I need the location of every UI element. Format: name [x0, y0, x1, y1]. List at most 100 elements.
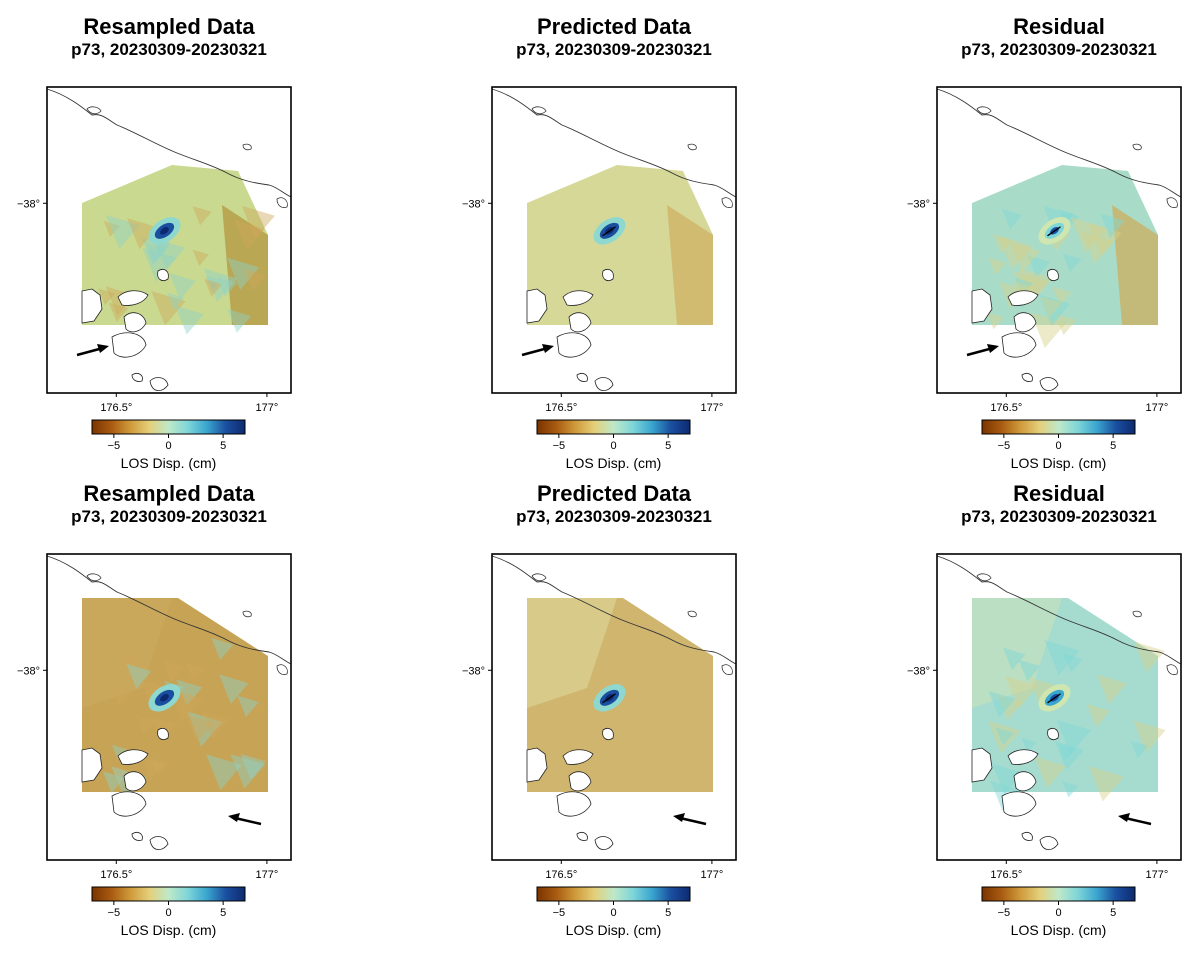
mesh-triangle: [176, 679, 203, 706]
mesh-triangle: [141, 756, 165, 780]
mesh-triangle: [126, 663, 152, 689]
mesh-triangle: [1027, 255, 1051, 278]
colorbar-tick-label: 0: [165, 440, 171, 452]
lon-tick-label: 176.5°: [545, 869, 577, 881]
mesh-triangle: [201, 710, 230, 739]
panel-subtitle: p73, 20230309-20230321: [516, 507, 712, 526]
mesh-triangle: [166, 292, 185, 310]
colorbar-tick-label: 5: [665, 907, 671, 919]
lake-outline: [123, 312, 147, 333]
mesh-triangle: [127, 218, 159, 250]
lon-tick-label: 177°: [701, 869, 724, 881]
lake-outline: [594, 377, 614, 391]
mesh-triangle: [1081, 231, 1114, 264]
arrow-head: [673, 813, 685, 822]
mesh-triangle: [1003, 647, 1026, 671]
colorbar-tick-label: −5: [998, 907, 1011, 919]
lake-outline: [1047, 269, 1059, 281]
lake-outline: [556, 332, 592, 358]
mesh-triangle: [113, 647, 142, 675]
lake-outline: [149, 836, 169, 850]
island-outline: [721, 664, 733, 675]
mesh-triangle: [992, 234, 1013, 254]
mesh-triangle: [1054, 313, 1077, 336]
lat-tick-label: −38°: [17, 198, 40, 210]
map-frame-group: −38° 176.5° 177°: [462, 553, 737, 881]
island-outline: [86, 106, 102, 115]
mesh-triangle: [988, 690, 1016, 718]
mesh-triangle: [1054, 740, 1085, 771]
lake-outline: [576, 373, 588, 382]
regional-gradient: [82, 598, 172, 708]
island-outline: [687, 143, 697, 151]
mesh-triangle: [103, 221, 120, 237]
mesh-triangle: [230, 754, 266, 789]
lake-outline: [526, 747, 548, 783]
lake-outline: [556, 791, 592, 817]
colorbar-label: LOS Disp. (cm): [1011, 455, 1107, 471]
mesh-triangle: [1088, 765, 1125, 802]
mesh-triangle: [1088, 222, 1122, 257]
lon-tick-label: 176.5°: [545, 402, 577, 414]
colorbar-ramp: [981, 886, 1136, 902]
lat-tick-label: −38°: [462, 665, 485, 677]
mesh-triangle: [111, 744, 127, 760]
lake-outline: [81, 747, 103, 783]
colorbar-ramp: [91, 419, 246, 435]
mesh-triangle: [1058, 743, 1076, 762]
island-outline: [276, 664, 288, 675]
island-outline: [242, 610, 252, 618]
mesh-triangle: [988, 257, 1007, 276]
mesh-triangle: [185, 714, 214, 743]
fault-trace: [1047, 693, 1061, 704]
mesh-triangle: [150, 757, 170, 777]
mesh-triangle: [1052, 286, 1072, 306]
mesh-triangle: [1100, 213, 1125, 239]
mesh-triangle: [1096, 674, 1127, 705]
lat-tick-label: −38°: [907, 198, 930, 210]
look-direction-arrow: [76, 344, 109, 357]
lake-outline: [117, 749, 149, 765]
mesh-triangle: [986, 312, 1004, 330]
lake-outline: [111, 791, 147, 817]
deformation-core: [160, 694, 169, 702]
arrow-head: [542, 344, 554, 353]
lake-outline: [1013, 312, 1037, 333]
panel-title: Resampled Data: [83, 481, 255, 506]
mesh-triangle: [1044, 640, 1080, 676]
mesh-triangle: [1034, 756, 1066, 788]
lake-outline: [1039, 377, 1059, 391]
panel-title: Resampled Data: [83, 14, 255, 39]
fault-trace: [602, 226, 616, 237]
mesh-triangle: [1086, 703, 1111, 728]
lake-outline: [111, 332, 147, 358]
lat-tick-label: −38°: [462, 198, 485, 210]
mesh-triangle: [192, 206, 212, 226]
lake-outline: [1001, 332, 1037, 358]
island-outline: [1166, 197, 1178, 208]
mesh-triangle: [141, 237, 169, 265]
island-outline: [1132, 143, 1142, 151]
arrow-shaft: [1124, 816, 1152, 826]
mesh-triangle: [187, 711, 223, 747]
panel-title: Residual: [1013, 14, 1105, 39]
colorbar-tick-label: 0: [165, 907, 171, 919]
lon-tick-label: 176.5°: [990, 402, 1022, 414]
mesh-triangle: [205, 275, 222, 292]
panel-title: Predicted Data: [537, 481, 692, 506]
lake-outline: [1047, 728, 1059, 740]
lake-outline: [123, 771, 147, 792]
colorbar-label: LOS Disp. (cm): [566, 922, 662, 938]
lake-outline: [526, 288, 548, 324]
lake-outline: [576, 832, 588, 841]
colorbar-tick-label: 5: [220, 907, 226, 919]
mesh-triangle: [1040, 296, 1063, 318]
lake-outline: [157, 728, 169, 740]
lake-outline: [81, 288, 103, 324]
panel-subtitle: p73, 20230309-20230321: [961, 507, 1157, 526]
